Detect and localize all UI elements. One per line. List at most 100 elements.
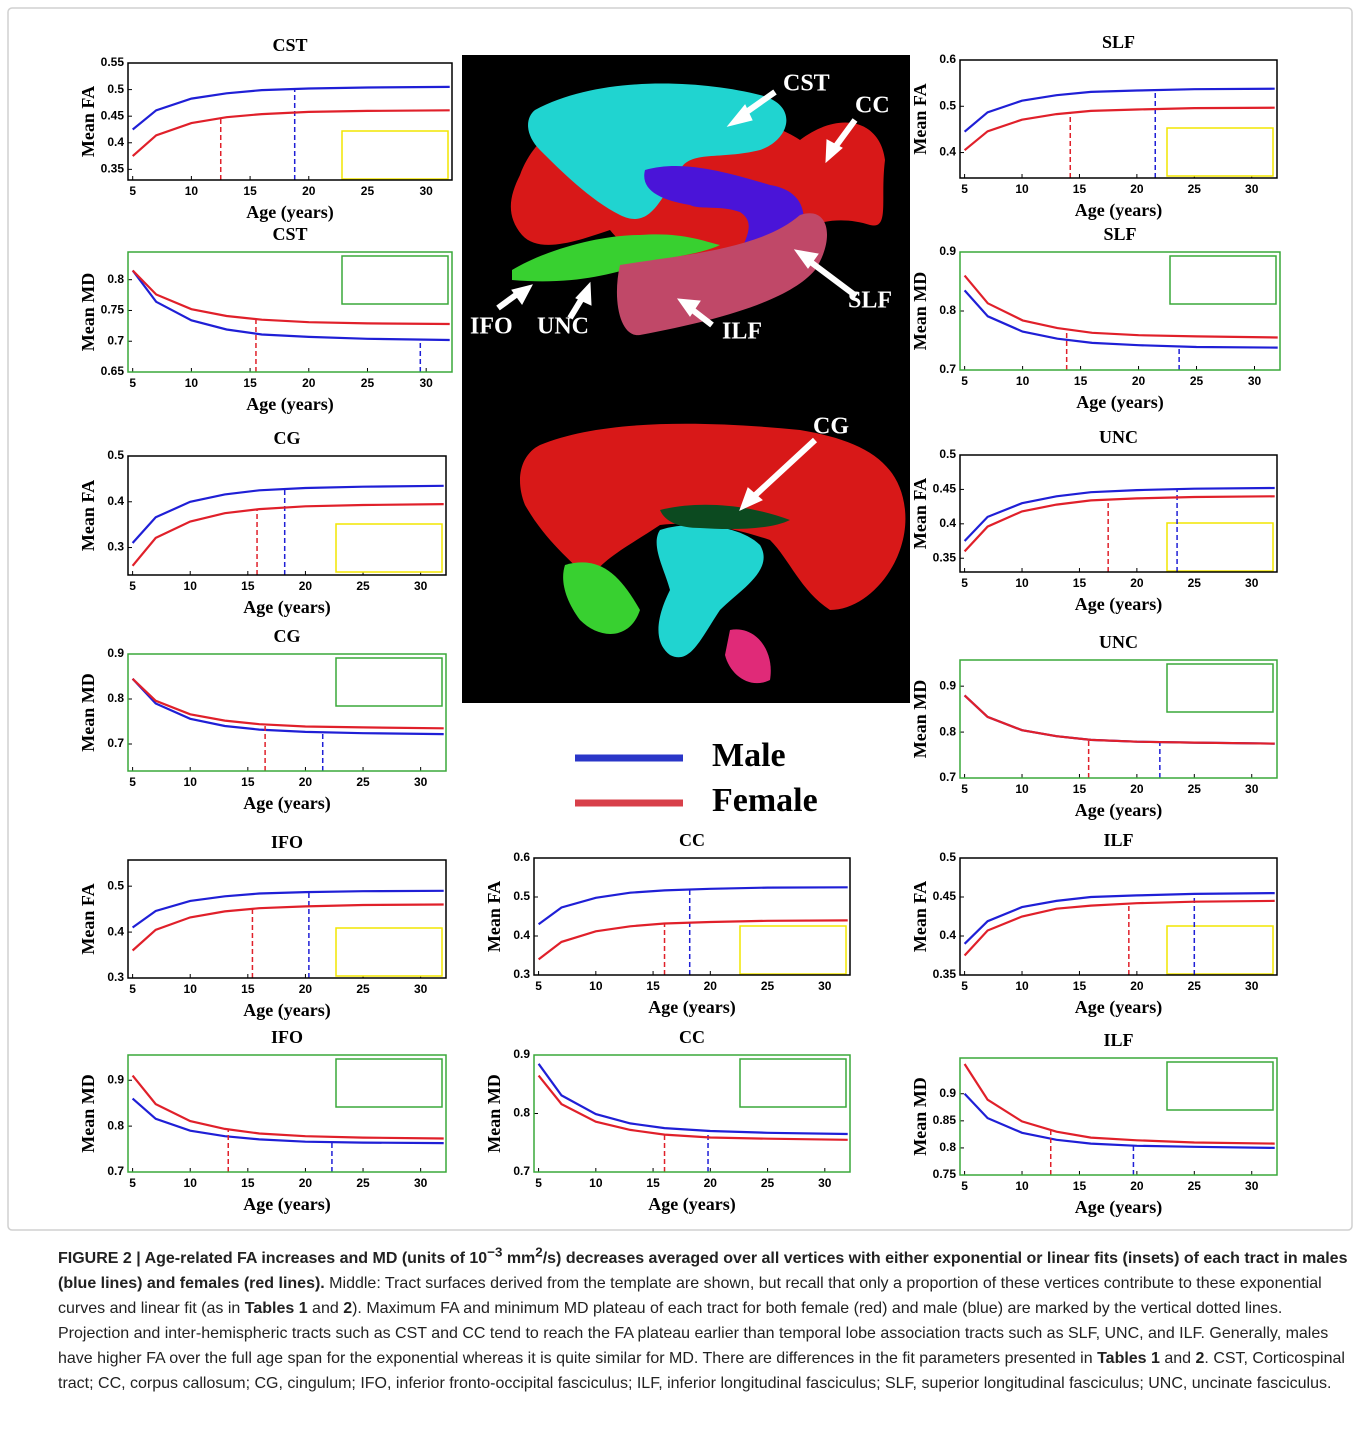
plot-frame [959, 454, 1278, 573]
caption-text: FIGURE 2 | Age-related FA increases and … [58, 1250, 488, 1268]
fit-curve [131, 269, 450, 342]
inset-frame [335, 523, 443, 573]
x-tick-label: 5 [961, 182, 968, 196]
fit-curve [131, 109, 450, 157]
x-tick-label: 30 [419, 376, 433, 390]
plot-frame [533, 857, 851, 976]
x-tick-label: 20 [1130, 782, 1144, 796]
x-tick-label: 15 [646, 979, 660, 993]
ifo-surface-lower [563, 562, 640, 634]
plot-frame [127, 455, 447, 576]
x-axis-label: Age (years) [246, 202, 333, 223]
y-tick-label: 0.7 [939, 362, 956, 376]
x-tick-label: 30 [1245, 576, 1259, 590]
plot-frame [959, 251, 1281, 371]
fit-curve [537, 1074, 848, 1141]
x-tick-label: 10 [1015, 1179, 1029, 1193]
y-tick-label: 0.4 [939, 928, 956, 942]
y-axis-label: Mean FA [484, 881, 504, 952]
x-axis-label: Age (years) [1076, 392, 1163, 413]
y-axis-label: Mean FA [910, 478, 930, 549]
y-tick-label: 0.7 [107, 1164, 124, 1178]
y-tick-label: 0.8 [107, 1118, 124, 1132]
chart-title: CC [679, 1027, 705, 1047]
x-tick-label: 20 [704, 1176, 718, 1190]
y-axis-label: Mean FA [910, 83, 930, 154]
brain-label: SLF [848, 288, 892, 314]
y-tick-label: 0.6 [513, 850, 530, 864]
y-tick-label: 0.6 [939, 52, 956, 66]
x-tick-label: 5 [961, 576, 968, 590]
x-tick-label: 25 [356, 579, 370, 593]
x-tick-label: 20 [1130, 576, 1144, 590]
inset-frame [341, 130, 449, 180]
x-tick-label: 5 [129, 775, 136, 789]
y-axis-label: Mean MD [910, 680, 930, 758]
fit-curve [132, 85, 450, 131]
y-tick-label: 0.4 [107, 135, 124, 149]
y-axis-label: Mean FA [910, 881, 930, 952]
x-tick-label: 10 [184, 775, 198, 789]
x-tick-label: 30 [414, 579, 428, 593]
fit-curve [537, 886, 848, 926]
x-tick-label: 30 [414, 1176, 428, 1190]
y-tick-label: 0.4 [939, 145, 956, 159]
y-tick-label: 0.8 [939, 303, 956, 317]
x-tick-label: 5 [129, 579, 136, 593]
x-axis-label: Age (years) [243, 1000, 330, 1021]
caption-text: and [307, 1300, 344, 1318]
x-tick-label: 25 [361, 184, 375, 198]
chart-title: CST [272, 35, 307, 55]
y-tick-label: 0.8 [107, 691, 124, 705]
x-tick-label: 15 [243, 376, 257, 390]
y-tick-label: 0.8 [107, 272, 124, 286]
fit-curve [131, 1074, 444, 1140]
x-tick-label: 10 [1015, 979, 1029, 993]
y-tick-label: 0.7 [513, 1164, 530, 1178]
caption-text: mm [502, 1250, 536, 1268]
brain-label: CG [813, 414, 849, 440]
x-tick-label: 15 [1073, 782, 1087, 796]
caption-text: ). Maximum FA and minimum MD plateau of … [58, 1300, 1329, 1368]
x-tick-label: 15 [1073, 979, 1087, 993]
inset-frame [335, 1058, 443, 1108]
caption-text: and [1159, 1350, 1196, 1368]
cst-surface [528, 83, 787, 219]
y-tick-label: 0.45 [933, 482, 957, 496]
x-tick-label: 30 [1245, 782, 1259, 796]
brain-label: IFO [470, 314, 513, 340]
fit-curve [963, 694, 1275, 745]
fit-curve [131, 269, 450, 326]
x-tick-label: 5 [961, 979, 968, 993]
x-tick-label: 15 [241, 775, 255, 789]
fit-curve [131, 678, 444, 730]
x-tick-label: 25 [361, 376, 375, 390]
x-tick-label: 5 [961, 1179, 968, 1193]
fit-curve [537, 1063, 848, 1136]
y-tick-label: 0.9 [939, 678, 956, 692]
x-tick-label: 25 [356, 1176, 370, 1190]
x-tick-label: 10 [1016, 374, 1030, 388]
plot-frame [127, 251, 453, 373]
y-tick-label: 0.8 [939, 1140, 956, 1154]
x-tick-label: 5 [535, 979, 542, 993]
x-tick-label: 10 [184, 982, 198, 996]
caption-text: Tables 1 [244, 1300, 308, 1318]
x-axis-label: Age (years) [648, 1194, 735, 1215]
x-tick-label: 25 [761, 979, 775, 993]
y-tick-label: 0.3 [513, 967, 530, 981]
inset-frame [1166, 663, 1274, 713]
x-tick-label: 20 [299, 775, 313, 789]
y-tick-label: 0.45 [933, 889, 957, 903]
fit-curve [963, 1063, 1275, 1145]
x-tick-label: 25 [1188, 182, 1202, 196]
chart-title: SLF [1102, 32, 1135, 52]
y-tick-label: 0.5 [939, 98, 956, 112]
x-axis-label: Age (years) [1075, 800, 1162, 821]
x-axis-label: Age (years) [1075, 594, 1162, 615]
x-tick-label: 20 [299, 579, 313, 593]
x-tick-label: 10 [589, 1176, 603, 1190]
caption-text: 2 [535, 1245, 543, 1260]
arrows [496, 89, 858, 511]
x-tick-label: 5 [129, 982, 136, 996]
